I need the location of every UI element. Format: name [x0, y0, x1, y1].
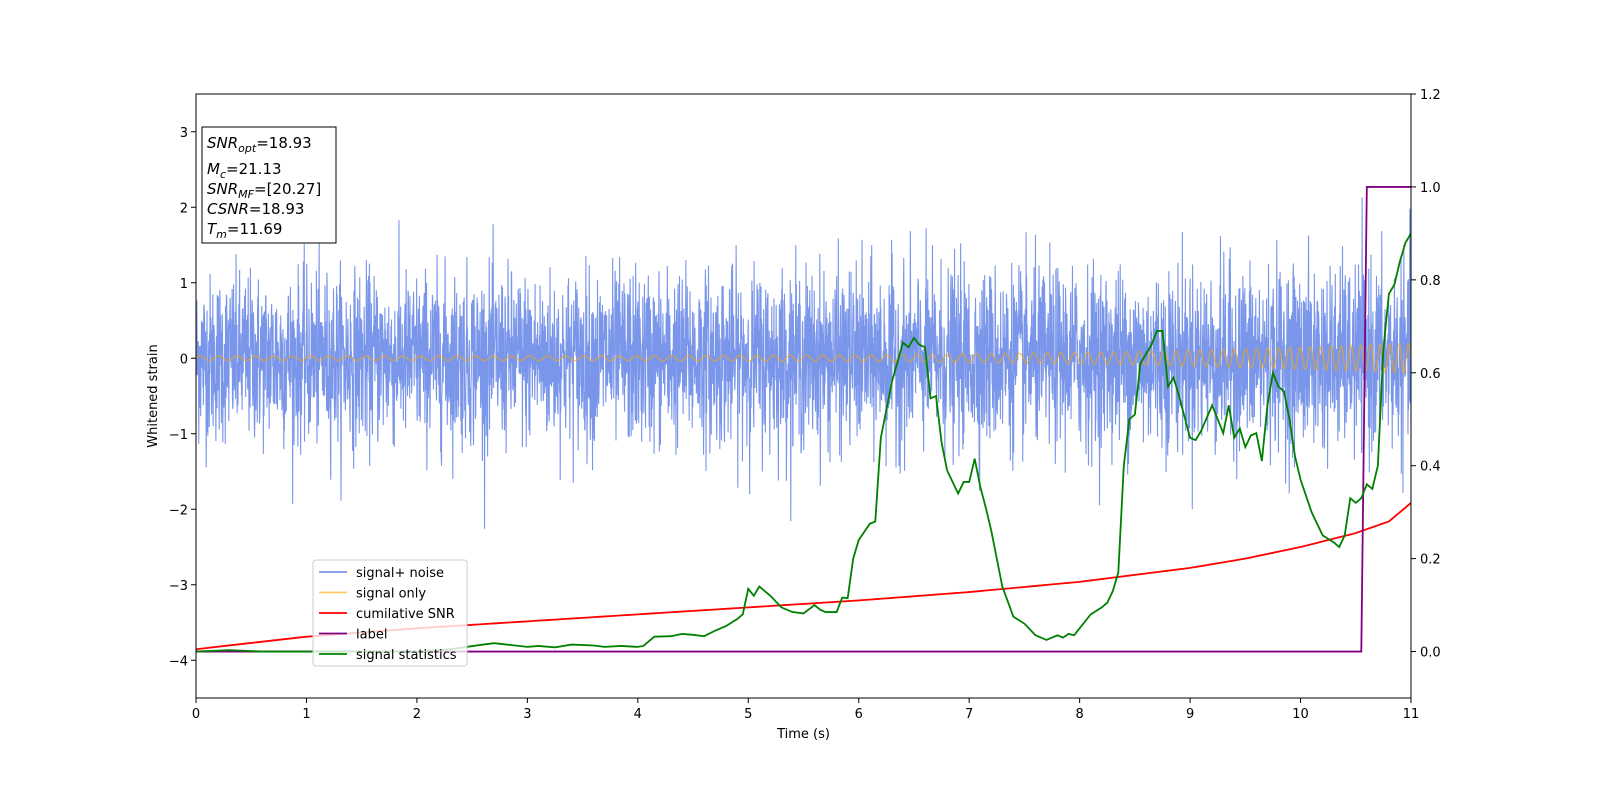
series-line-signal-statistics: [196, 232, 1411, 653]
x-tick-label: 9: [1186, 707, 1194, 722]
y2-tick-label: 0.6: [1420, 367, 1441, 382]
series-line-signal-only: [196, 342, 1411, 375]
y-tick-label: −1: [169, 428, 188, 443]
y2-tick-label: 0.2: [1420, 553, 1441, 568]
y2-tick-label: 0.4: [1420, 460, 1441, 475]
axes-frame: [195, 93, 1412, 699]
x-axis-ticks: 0 1 2 3 4 5 6 7 8 9 10 11: [192, 698, 1419, 722]
x-tick-label: 4: [634, 707, 642, 722]
series-line-signal-noise: [196, 197, 1411, 529]
legend: signal+ noise signal only cumilative SNR la…: [312, 559, 468, 667]
series-line-label: [196, 186, 1411, 653]
y-tick-label: 1: [180, 277, 188, 292]
x-tick-label: 5: [744, 707, 752, 722]
y2-tick-label: 0.0: [1420, 646, 1441, 661]
annotation-line: Tm=11.69: [207, 220, 282, 241]
annotation-line: CSNR=18.93: [207, 200, 304, 218]
y-tick-label: −4: [169, 654, 188, 669]
y2-tick-label: 1.0: [1420, 181, 1441, 196]
y-tick-label: 3: [180, 126, 188, 141]
x-tick-label: 6: [855, 707, 863, 722]
annotation-line: SNRopt=18.93: [207, 134, 312, 155]
x-tick-label: 1: [302, 707, 310, 722]
y2-axis-ticks: 0.0 0.2 0.4 0.6 0.8 1.0 1.2: [1411, 88, 1441, 661]
annotation-line: SNRMF=[20.27]: [207, 180, 321, 201]
x-tick-label: 7: [965, 707, 973, 722]
y2-tick-label: 1.2: [1420, 88, 1441, 103]
y-tick-label: −2: [169, 503, 188, 518]
y-tick-label: 0: [180, 352, 188, 367]
annotation-frame: [201, 126, 337, 244]
y2-tick-label: 0.8: [1420, 274, 1441, 289]
x-tick-label: 0: [192, 707, 200, 722]
legend-entry: label: [356, 628, 387, 643]
legend-frame: [312, 559, 468, 667]
y-axis-ticks: −4 −3 −2 −1 0 1 2 3: [169, 126, 196, 669]
x-tick-label: 11: [1403, 707, 1420, 722]
annotation-line: Mc=21.13: [207, 160, 282, 181]
annotation-box: SNRopt=18.93 Mc=21.13SNRMF=[20.27]CSNR=18…: [201, 126, 337, 244]
x-tick-label: 2: [413, 707, 421, 722]
x-tick-label: 3: [523, 707, 531, 722]
legend-entry: signal+ noise: [356, 566, 444, 581]
x-tick-label: 10: [1292, 707, 1309, 722]
legend-entry: signal only: [356, 587, 426, 602]
y-tick-label: 2: [180, 201, 188, 216]
x-tick-label: 8: [1075, 707, 1083, 722]
legend-entry: signal statistics: [356, 648, 457, 663]
legend-entry: cumilative SNR: [356, 607, 455, 622]
y-axis-label: Whitened strain: [146, 344, 161, 447]
y-tick-label: −3: [169, 579, 188, 594]
x-axis-label: Time (s): [776, 727, 830, 742]
